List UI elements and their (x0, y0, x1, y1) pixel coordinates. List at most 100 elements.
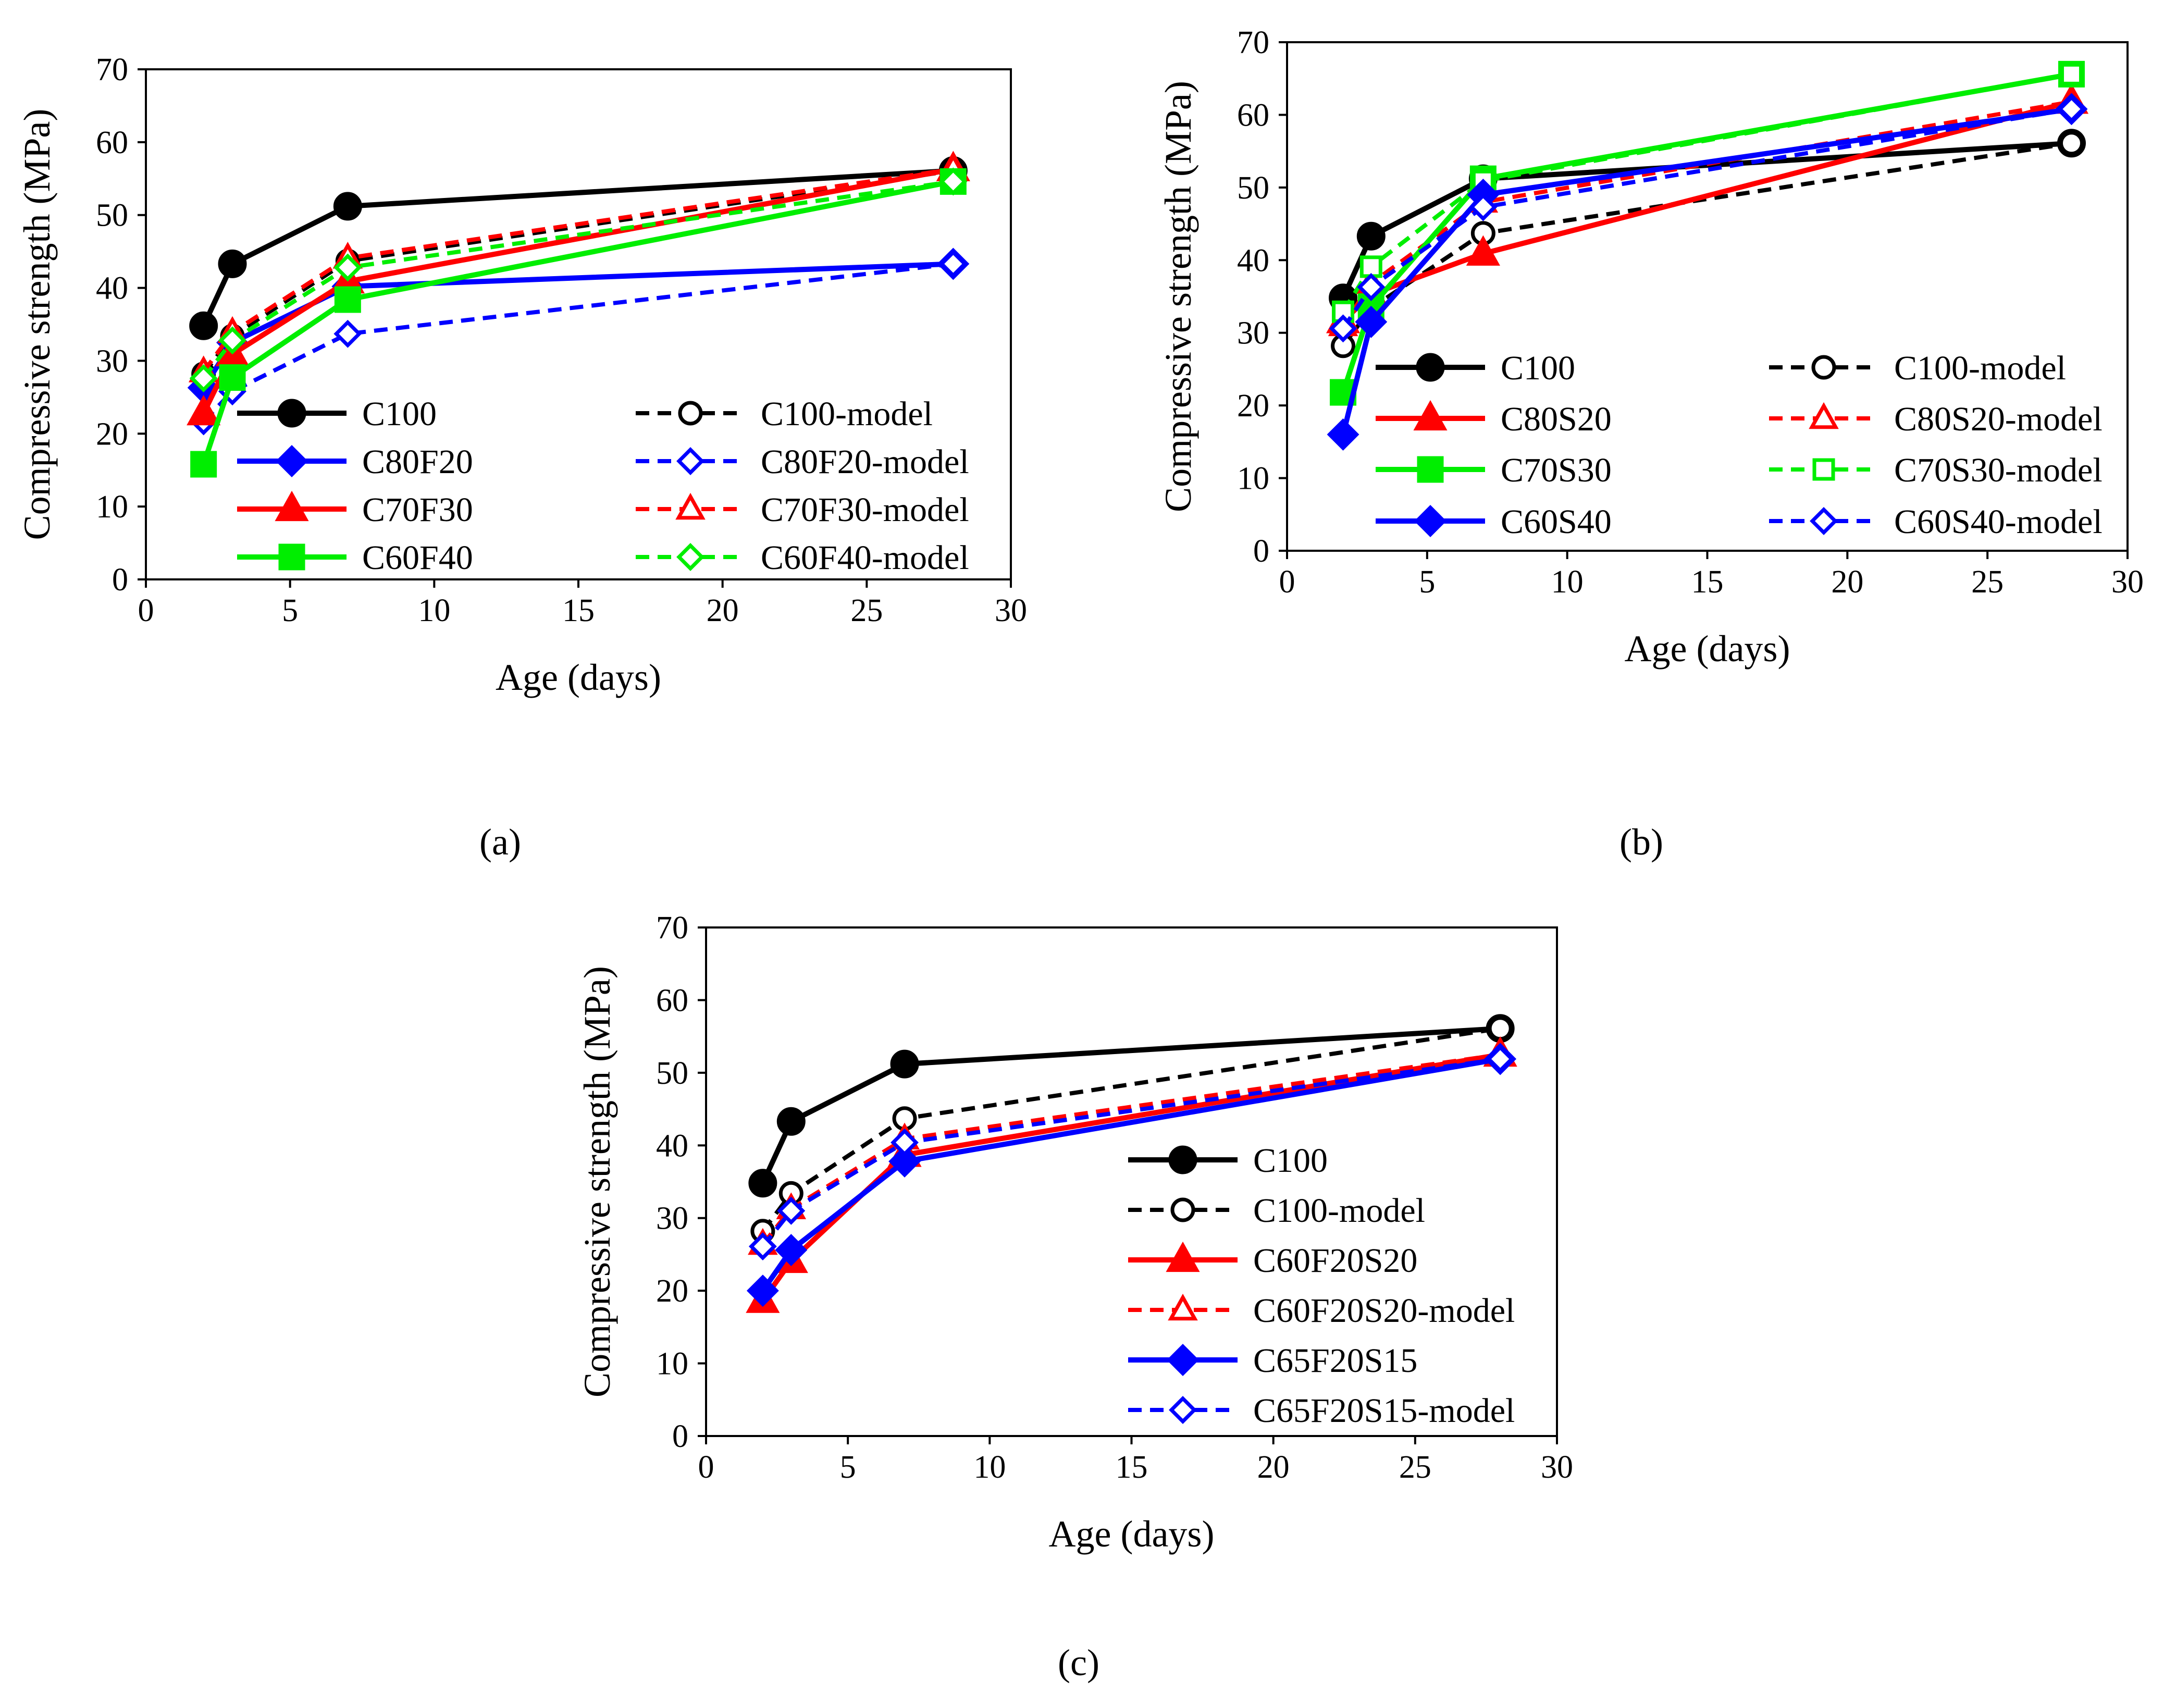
panel-b-y-tick-label: 60 (1237, 97, 1269, 133)
panel-c-y-tick-label: 50 (656, 1056, 688, 1091)
panel-c-x-tick-label: 15 (1116, 1450, 1148, 1485)
panel-b-point-c70s30-model (2060, 63, 2083, 85)
panel-c-point-c100 (890, 1049, 919, 1079)
panel-c-point-c100-model (1488, 1016, 1513, 1041)
panel-c-x-tick-label: 5 (840, 1450, 856, 1485)
panel-b-label: (b) (1619, 821, 1663, 863)
panel-b-y-tick-label: 50 (1237, 170, 1269, 206)
panel-b-legend-marker (1811, 355, 1836, 380)
panel-b-series-line-c70s30-model (1341, 72, 2072, 313)
panel-a-legend-marker (675, 492, 706, 520)
panel-c-point-c65f20s15-model (748, 1232, 777, 1261)
panel-c-point-c100 (748, 1169, 777, 1198)
panel-a-legend-item-c60f40-model: C60F40-model (636, 539, 969, 577)
panel-c-x-tick-label: 10 (973, 1450, 1006, 1485)
panel-a-y-tick-label: 0 (112, 562, 128, 598)
panel-b-legend-item-c80s20-model: C80S20-model (1769, 400, 2103, 438)
panel-b-series-line-c100 (1340, 140, 2072, 299)
panel-a-legend-marker (277, 399, 306, 428)
panel-a-point-c100 (189, 311, 218, 340)
panel-c-x-tick-label: 25 (1399, 1450, 1431, 1485)
panel-c-x-tick-label: 20 (1257, 1450, 1290, 1485)
panel-c-legend-marker (1170, 1197, 1195, 1222)
panel-b-legend-item-c80s20: C80S20 (1376, 400, 1612, 438)
panel-a-legend-item-c80f20-model: C80F20-model (636, 443, 969, 481)
panel-b-point-c60s40 (1355, 305, 1388, 338)
panel-b-legend-marker (1809, 402, 1839, 429)
panel-a-y-tick-label: 10 (96, 489, 128, 525)
panel-c-legend-marker (1168, 1145, 1197, 1174)
panel-c-series-c65f20s15-model (748, 1045, 1515, 1261)
panel-a-series-line-c60f40 (201, 179, 954, 465)
panel-b-legend-marker (1810, 507, 1838, 535)
panel-a-x-tick-label: 5 (282, 593, 298, 628)
panel-b-x-tick-label: 20 (1831, 564, 1863, 600)
panel-b-legend: C100 C100-model C80S20 C80S20-model C70S30 C7… (1376, 349, 2103, 541)
panel-b-y-tick-label: 0 (1253, 534, 1269, 569)
panel-c-legend-marker (1166, 1241, 1200, 1272)
panel-b-x-tick-label: 0 (1279, 564, 1295, 600)
panel-c-legend-label: C100-model (1253, 1192, 1425, 1230)
panel-b-y-axis-title: Compressive strength (MPa) (1157, 81, 1199, 512)
panel-b-point-c60s40-model (1469, 193, 1498, 221)
panel-c-legend-item-c65f20s15-model: C65F20S15-model (1128, 1392, 1515, 1430)
panel-a-series-line-c60f40-model (202, 179, 954, 380)
panel-a-y-tick-label: 50 (96, 198, 128, 233)
panel-b-x-tick-label: 30 (2111, 564, 2144, 600)
panel-a-point-c100 (333, 192, 362, 221)
panel-b-y-tick-label: 10 (1237, 461, 1269, 497)
panel-b-legend-marker (1417, 456, 1444, 483)
panel-a-legend-label: C60F40-model (761, 539, 969, 577)
panel-a-legend-item-c80f20: C80F20 (237, 443, 473, 481)
panel-b-legend-label: C100 (1501, 349, 1575, 387)
panel-c-chart: 0 5 10 15 20 25 30 0 10 20 30 40 50 60 70 Age (days) Com… (576, 910, 1573, 1684)
panel-b-point-c100-model (2059, 131, 2084, 156)
panel-a-legend-label: C70F30-model (761, 491, 969, 529)
panel-c-legend-label: C60F20S20 (1253, 1242, 1417, 1280)
panel-a-point-c60f40-model (939, 167, 968, 196)
panel-a-x-tick-label: 15 (562, 593, 595, 628)
panel-a-legend-item-c100-model: C100-model (636, 395, 933, 433)
panel-c-legend-marker (1167, 1344, 1199, 1376)
panel-b-legend-label: C100-model (1894, 349, 2066, 387)
panel-a-y-tick-label: 30 (96, 343, 128, 379)
panel-c-y-tick-label: 40 (656, 1128, 688, 1164)
panel-c-legend-label: C65F20S15 (1253, 1342, 1417, 1380)
panel-c-point-c65f20s15 (888, 1145, 921, 1178)
panel-a-point-c80f20-model (939, 250, 968, 278)
panel-c-y-tick-label: 10 (656, 1346, 688, 1382)
panel-a-x-tick-label: 30 (995, 593, 1027, 628)
panel-b-point-c60s40-model (1329, 314, 1357, 343)
panel-a-series-c60f40-model (189, 167, 968, 392)
panel-c-point-c65f20s15-model (777, 1196, 806, 1225)
panel-a-x-tick-label: 20 (707, 593, 739, 628)
panel-a-legend-marker (678, 401, 703, 426)
panel-b-series-c60s40-model (1329, 95, 2086, 343)
panel-a-legend-marker (676, 447, 704, 475)
panel-c-label: (c) (1058, 1642, 1099, 1684)
panel-b-legend-item-c70s30-model: C70S30-model (1769, 451, 2103, 489)
panel-c-y-axis-title: Compressive strength (MPa) (576, 966, 618, 1397)
panel-c-series-line-c65f20s15 (760, 1056, 1501, 1293)
panel-a-point-c60f40-model (189, 364, 218, 392)
panel-b-x-axis-title: Age (days) (1625, 628, 1790, 670)
panel-c-legend-item-c60f20s20-model: C60F20S20-model (1128, 1292, 1515, 1330)
panel-a-chart: 0 5 10 15 20 25 30 0 10 20 30 40 50 60 70 Age (days) Com… (16, 52, 1027, 863)
panel-c-point-c65f20s15-model (1486, 1045, 1515, 1073)
panel-a-series-line-c100 (201, 168, 954, 327)
panel-a-x-tick-label: 0 (138, 593, 154, 628)
panel-b-legend-item-c100: C100 (1376, 349, 1575, 387)
panel-a-legend-item-c70f30: C70F30 (237, 490, 473, 529)
panel-b-series-line-c100-model (1341, 141, 2072, 348)
panel-a-legend-item-c100: C100 (237, 395, 437, 433)
panel-a-point-c60f40-model (333, 253, 362, 282)
panel-b-point-c80s20 (1466, 235, 1500, 266)
panel-b-point-c60s40 (1327, 418, 1359, 451)
panel-a-y-tick-label: 60 (96, 125, 128, 160)
panel-b-legend-label: C60S40 (1501, 503, 1612, 541)
panel-c-series-line-c65f20s15-model (761, 1057, 1501, 1248)
panel-b-series-line-c60s40 (1340, 106, 2072, 436)
panel-a-x-tick-label: 25 (850, 593, 883, 628)
panel-a-point-c80f20-model (333, 319, 362, 348)
panel-a-series-c100 (189, 156, 968, 340)
